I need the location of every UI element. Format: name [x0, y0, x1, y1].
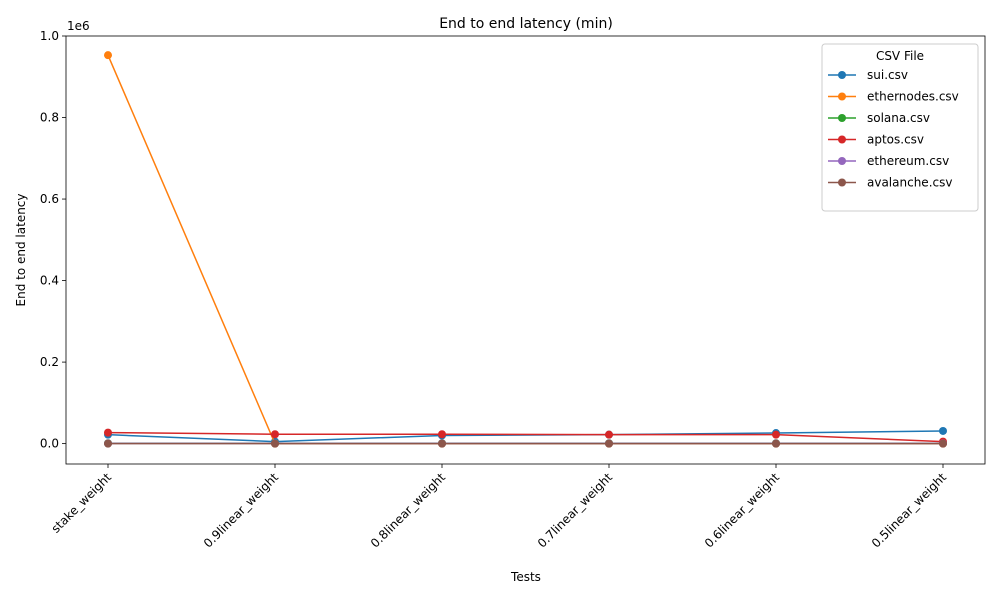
legend-entry: sui.csv — [867, 68, 908, 82]
legend-entry: solana.csv — [867, 111, 930, 125]
legend-marker — [838, 92, 846, 101]
y-tick-label: 0.8 — [40, 111, 59, 125]
legend-box — [821, 43, 979, 212]
legend-entry: ethernodes.csv — [867, 90, 959, 104]
y-tick-label: 0.6 — [40, 192, 59, 206]
data-point — [605, 430, 613, 439]
data-point — [772, 439, 780, 448]
legend-entry: ethereum.csv — [867, 154, 949, 168]
legend-entry: aptos.csv — [867, 133, 924, 147]
x-tick-label: 0.7linear_weight — [535, 470, 615, 550]
legend-marker — [838, 157, 846, 165]
legend-marker — [838, 178, 846, 187]
legend: CSV File sui.csv ethernodes.csv solana.csv a… — [821, 43, 979, 212]
legend-marker — [838, 114, 846, 122]
data-point — [605, 439, 613, 448]
y-tick-label: 0.2 — [40, 355, 59, 369]
y-tick-label: 1.0 — [40, 29, 59, 43]
data-point — [271, 430, 279, 439]
data-point — [939, 439, 947, 448]
x-tick-label: 0.5linear_weight — [869, 470, 949, 550]
x-tick-label: 0.9linear_weight — [201, 470, 281, 550]
chart-title: End to end latency (min) — [439, 16, 613, 32]
data-point — [271, 439, 279, 448]
data-point — [438, 439, 446, 448]
data-point — [438, 430, 446, 439]
series-line-3 — [107, 431, 944, 443]
series-line-1 — [107, 54, 943, 445]
data-point — [104, 51, 112, 60]
legend-marker — [838, 71, 846, 79]
legend-entry: avalanche.csv — [867, 176, 952, 190]
y-tick-label: 0.0 — [40, 437, 59, 451]
x-tick-label: stake_weight — [49, 470, 115, 536]
x-tick-label: 0.6linear_weight — [702, 470, 782, 550]
y-axis-label: End to end latency — [14, 194, 28, 307]
data-point — [939, 426, 947, 435]
x-tick-label: 0.8linear_weight — [368, 470, 448, 550]
x-axis-label: Tests — [510, 570, 541, 584]
data-point — [104, 428, 112, 437]
axes-frame — [65, 35, 986, 465]
y-offset-text: 1e6 — [67, 19, 90, 33]
y-tick-label: 0.4 — [40, 274, 59, 288]
legend-title: CSV File — [876, 49, 924, 63]
data-point — [772, 430, 780, 439]
data-point — [104, 439, 112, 448]
legend-marker — [838, 135, 846, 144]
